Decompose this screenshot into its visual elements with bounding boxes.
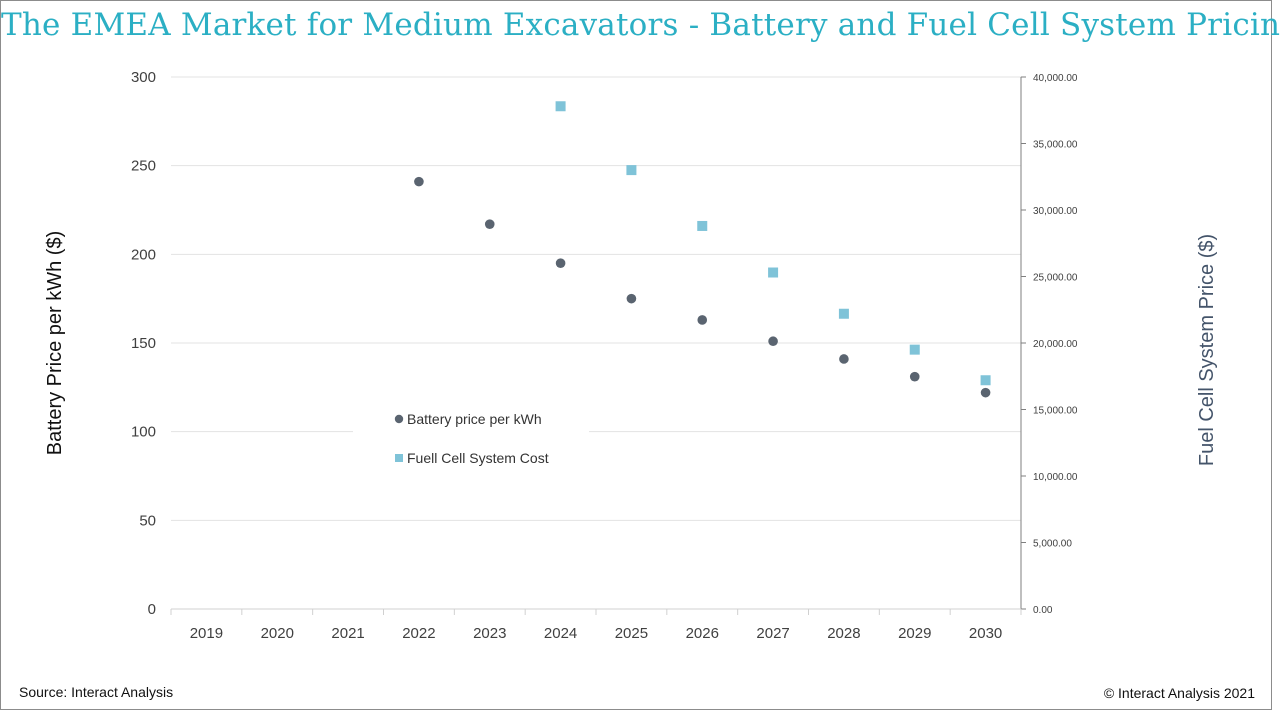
y-left-tick-label: 50 [139,512,156,529]
y-right-tick-label: 15,000.00 [1033,406,1078,417]
y-left-tick-label: 300 [131,69,156,86]
x-tick-label: 2025 [615,625,648,642]
y-left-tick-label: 0 [148,601,156,618]
y-right-tick-label: 0.00 [1033,605,1053,616]
legend-marker-fuel-cell [395,454,403,462]
x-tick-label: 2026 [686,625,719,642]
legend-label-battery: Battery price per kWh [407,411,542,427]
source-note: Source: Interact Analysis [19,684,174,700]
x-tick-label: 2023 [473,625,506,642]
x-tick-label: 2022 [402,625,435,642]
legend-label-fuel-cell: Fuell Cell System Cost [407,450,549,466]
copyright-note: © Interact Analysis 2021 [1103,685,1255,701]
x-tick-label: 2030 [969,625,1002,642]
fuel-cell-point [626,165,637,176]
battery-point [626,293,637,304]
x-tick-label: 2020 [261,625,294,642]
y-left-axis-title: Battery Price per kWh ($) [44,231,66,456]
chart-canvas: 0 50 100 150 200 250 300 0.00 5,000.00 10,000.00 1… [44,69,1218,642]
x-tick-label: 2024 [544,625,577,642]
battery-point [414,176,424,187]
y-right-tick-label: 30,000.00 [1033,206,1078,217]
x-tick-label: 2021 [331,625,364,642]
fuel-cell-point [838,308,849,319]
battery-point [555,258,566,269]
x-tick-label: 2029 [898,625,931,642]
fuel-cell-point [768,267,779,278]
battery-point [980,387,991,398]
battery-point [697,315,708,325]
battery-point [484,219,495,229]
y-right-tick-label: 10,000.00 [1033,472,1078,483]
x-tick-label: 2027 [756,625,789,642]
x-tick-label: 2019 [190,625,223,642]
y-right-tick-label: 35,000.00 [1033,140,1078,151]
x-tick-label: 2028 [827,625,860,642]
battery-point [909,371,920,382]
y-left-tick-label: 250 [131,158,156,175]
y-right-tick-label: 20,000.00 [1033,339,1078,350]
fuel-cell-point [909,344,920,355]
y-left-tick-label: 200 [131,246,156,263]
y-right-tick-label: 5,000.00 [1033,539,1072,550]
chart-title: The EMEA Market for Medium Excavators - … [1,7,1280,43]
fuel-cell-point [555,101,566,112]
y-right-tick-label: 40,000.00 [1033,73,1078,84]
legend-box [353,399,589,481]
legend-marker-battery [394,414,404,424]
y-right-axis-title: Fuel Cell System Price ($) [1196,234,1218,466]
fuel-cell-point [697,220,708,231]
battery-point [768,336,778,347]
fuel-cell-point [980,375,991,386]
y-left-tick-label: 100 [131,424,156,441]
y-right-tick-label: 25,000.00 [1033,273,1078,284]
battery-point [839,354,849,364]
y-left-tick-label: 150 [131,335,156,352]
